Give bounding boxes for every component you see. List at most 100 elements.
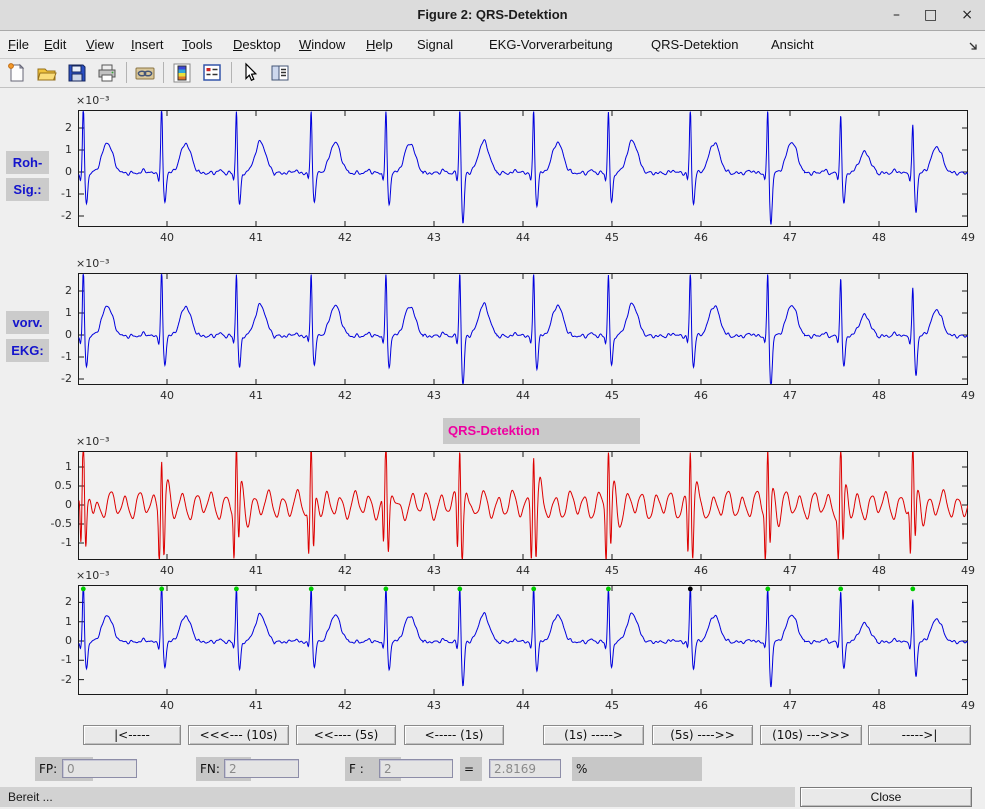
x-tick-label: 42 bbox=[338, 231, 352, 244]
x-tick-label: 46 bbox=[694, 699, 708, 712]
y-tick-label: 1 bbox=[65, 614, 72, 628]
menu-item-window[interactable]: Window bbox=[299, 37, 346, 52]
x-tick-label: 40 bbox=[160, 389, 174, 402]
y-tick-label: 1 bbox=[65, 143, 72, 156]
menu-item-file[interactable]: File bbox=[8, 37, 29, 52]
menu-item-desktop[interactable]: Desktop bbox=[233, 37, 281, 52]
label-ekg: EKG: bbox=[6, 339, 49, 362]
x-tick-label: 47 bbox=[783, 231, 797, 244]
menu-item-ansicht[interactable]: Ansicht bbox=[771, 37, 814, 52]
menu-item-insert[interactable]: Insert bbox=[131, 37, 164, 52]
back-5s-button[interactable]: <<---- (5s) bbox=[296, 725, 396, 745]
new-document-icon[interactable] bbox=[6, 62, 28, 84]
y-tick-label: -2 bbox=[61, 672, 72, 686]
print-icon[interactable] bbox=[96, 62, 118, 84]
menu-item-tools[interactable]: Tools bbox=[182, 37, 213, 52]
y-tick-label: 1 bbox=[65, 460, 72, 473]
qrs-detektion-header: QRS-Detektion bbox=[443, 418, 640, 444]
titlebar: Figure 2: QRS-Detektion – □ × bbox=[0, 0, 985, 31]
menu-overflow-arrow-icon[interactable] bbox=[969, 39, 979, 57]
x-tick-label: 44 bbox=[516, 231, 530, 244]
x-tick-label: 44 bbox=[516, 564, 530, 577]
insert-colorbar-icon[interactable] bbox=[171, 62, 193, 84]
x-tick-label: 45 bbox=[605, 389, 619, 402]
x-tick-label: 43 bbox=[427, 699, 441, 712]
insert-legend-icon[interactable] bbox=[201, 62, 223, 84]
window-title: Figure 2: QRS-Detektion bbox=[417, 7, 568, 22]
fn-field[interactable]: 2 bbox=[224, 759, 299, 778]
x-tick-label: 48 bbox=[872, 231, 886, 244]
y-axis-exponent-label: ×10⁻³ bbox=[76, 435, 110, 448]
x-tick-label: 41 bbox=[249, 389, 263, 402]
qrs-marker bbox=[308, 586, 314, 592]
y-tick-label: -0.5 bbox=[50, 517, 72, 530]
y-axis-exponent-label: ×10⁻³ bbox=[76, 257, 110, 270]
x-tick-label: 48 bbox=[872, 699, 886, 712]
menubar: File Edit View Insert Tools Desktop Window Help… bbox=[0, 31, 985, 59]
close-figure-button[interactable]: Close bbox=[800, 787, 972, 807]
seek-start-button[interactable]: |<----- bbox=[83, 725, 181, 745]
y-tick-label: -1 bbox=[61, 653, 72, 667]
x-tick-label: 49 bbox=[961, 389, 975, 402]
y-tick-label: 2 bbox=[65, 595, 72, 609]
menu-item-help[interactable]: Help bbox=[366, 37, 393, 52]
forward-1s-button[interactable]: (1s) -----> bbox=[543, 725, 644, 745]
back-1s-button[interactable]: <----- (1s) bbox=[404, 725, 504, 745]
f-field[interactable]: 2 bbox=[379, 759, 453, 778]
qrs-marker bbox=[910, 586, 916, 592]
x-tick-label: 46 bbox=[694, 231, 708, 244]
status-text: Bereit ... bbox=[0, 787, 795, 807]
qrs-marker bbox=[531, 586, 537, 592]
qrs-marker bbox=[765, 586, 771, 592]
x-tick-label: 41 bbox=[249, 699, 263, 712]
qrs-marker bbox=[606, 586, 611, 592]
seek-end-button[interactable]: ----->| bbox=[868, 725, 971, 745]
x-tick-label: 47 bbox=[783, 699, 797, 712]
menu-item-signal[interactable]: Signal bbox=[417, 37, 454, 52]
y-tick-label: 0 bbox=[65, 328, 72, 341]
x-tick-label: 44 bbox=[516, 389, 530, 402]
plot-browser-icon[interactable] bbox=[269, 62, 291, 84]
x-tick-label: 45 bbox=[605, 699, 619, 712]
label-vorv: vorv. bbox=[6, 311, 49, 334]
fp-field[interactable]: 0 bbox=[62, 759, 137, 778]
x-tick-label: 43 bbox=[427, 564, 441, 577]
x-tick-label: 47 bbox=[783, 389, 797, 402]
toolbar-separator bbox=[231, 62, 232, 83]
y-tick-label: 0 bbox=[65, 634, 72, 647]
y-tick-label: 0 bbox=[65, 498, 72, 511]
menu-item-edit[interactable]: Edit bbox=[44, 37, 67, 52]
x-tick-label: 44 bbox=[516, 699, 530, 712]
x-tick-label: 40 bbox=[160, 564, 174, 577]
open-folder-icon[interactable] bbox=[36, 62, 58, 84]
close-button[interactable]: × bbox=[961, 7, 973, 23]
y-axis-exponent-label: ×10⁻³ bbox=[76, 569, 110, 582]
maximize-button[interactable]: □ bbox=[924, 7, 938, 23]
qrs-marker bbox=[687, 586, 693, 592]
back-10s-button[interactable]: <<<--- (10s) bbox=[188, 725, 289, 745]
minimize-button[interactable]: – bbox=[893, 7, 901, 23]
menu-item-ekg-vorverarbeitung[interactable]: EKG-Vorverarbeitung bbox=[489, 37, 613, 52]
qrs-marker bbox=[457, 586, 463, 592]
save-icon[interactable] bbox=[66, 62, 88, 84]
y-tick-label: -1 bbox=[61, 350, 72, 363]
signal-trace-qrs-detektion-signal bbox=[78, 452, 968, 559]
edit-plot-arrow-icon[interactable] bbox=[239, 62, 261, 84]
x-tick-label: 48 bbox=[872, 564, 886, 577]
x-tick-label: 45 bbox=[605, 564, 619, 577]
ratio-field[interactable]: 2.8169 bbox=[489, 759, 561, 778]
x-tick-label: 40 bbox=[160, 231, 174, 244]
forward-10s-button[interactable]: (10s) --->>> bbox=[760, 725, 862, 745]
y-axis-exponent-label: ×10⁻³ bbox=[76, 94, 110, 107]
menu-item-qrs-detektion[interactable]: QRS-Detektion bbox=[651, 37, 739, 52]
forward-5s-button[interactable]: (5s) ---->> bbox=[652, 725, 753, 745]
menu-item-view[interactable]: View bbox=[86, 37, 114, 52]
x-tick-label: 49 bbox=[961, 699, 975, 712]
window-controls: – □ × bbox=[893, 0, 973, 30]
y-tick-label: -1 bbox=[61, 536, 72, 549]
toolbar-separator bbox=[163, 62, 164, 83]
y-tick-label: -1 bbox=[61, 187, 72, 200]
link-plot-icon[interactable] bbox=[134, 62, 156, 84]
y-tick-label: 2 bbox=[65, 121, 72, 134]
